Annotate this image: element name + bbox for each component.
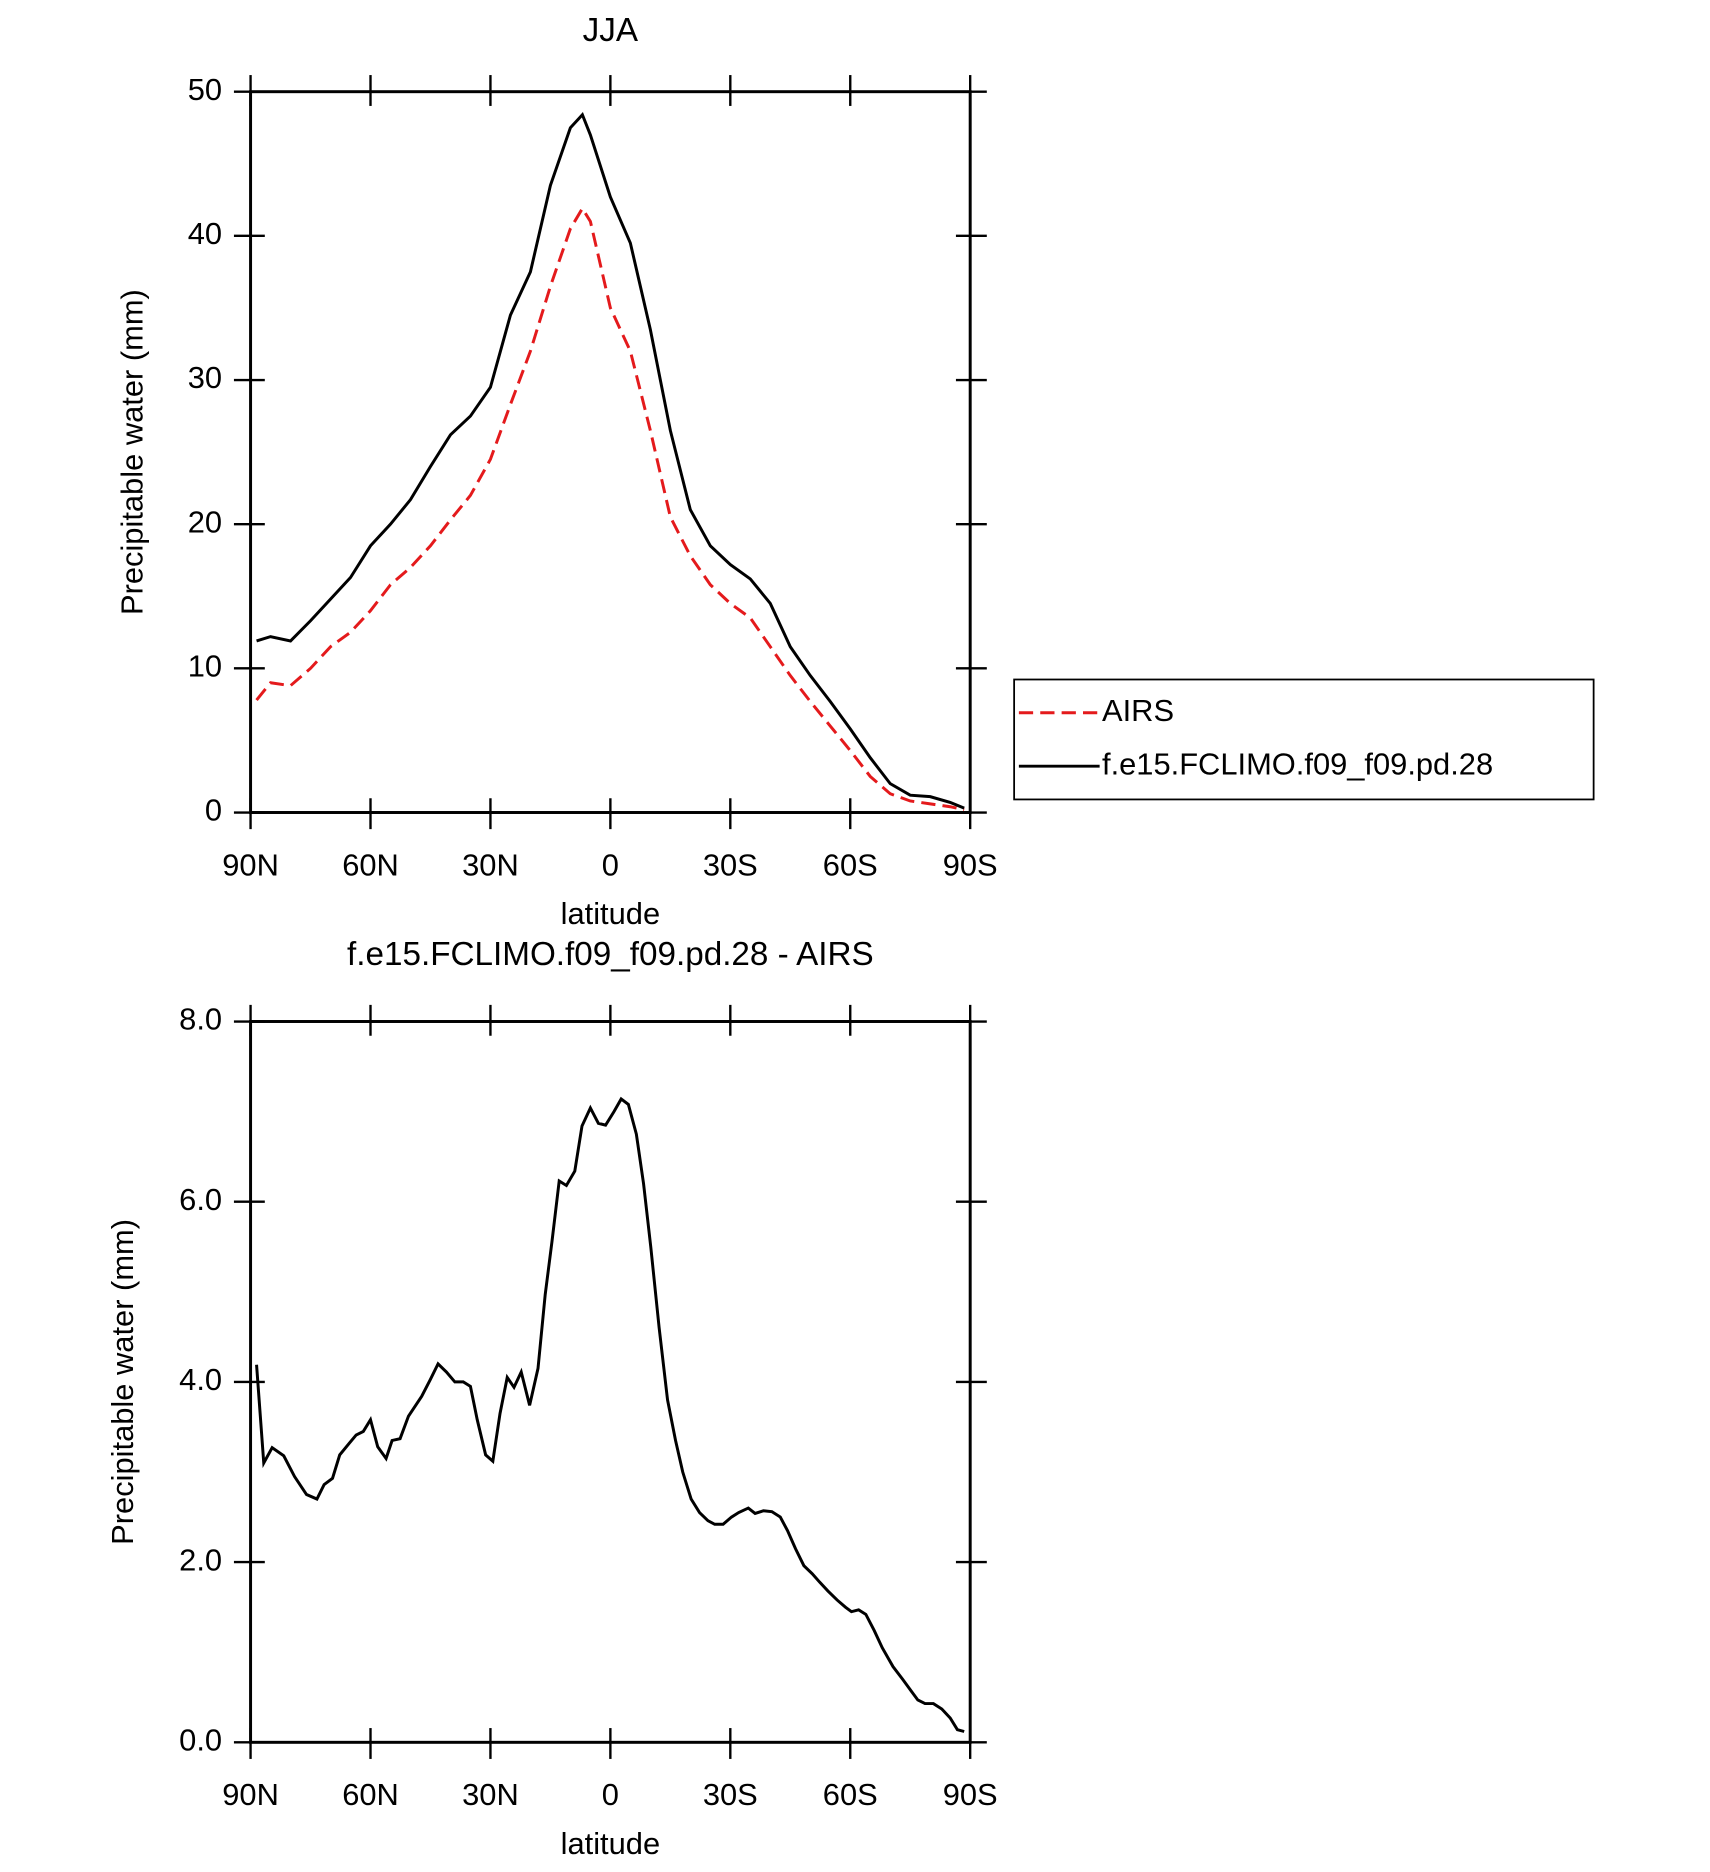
- y-tick-label: 40: [188, 216, 222, 251]
- x-tick-label: 60N: [342, 1777, 399, 1812]
- x-tick-label: 30N: [462, 847, 519, 882]
- y-tick-label: 0: [205, 793, 222, 828]
- y-tick-label: 8.0: [179, 1002, 222, 1037]
- data-line: [255, 205, 965, 812]
- y-axis-label: Precipitable water (mm): [114, 289, 149, 615]
- x-tick-label: 90N: [222, 847, 279, 882]
- x-tick-label: 30S: [703, 847, 758, 882]
- x-tick-label: 90N: [222, 1777, 279, 1812]
- y-tick-label: 50: [188, 72, 222, 107]
- x-tick-label: 60N: [342, 847, 399, 882]
- y-tick-label: 10: [188, 648, 222, 683]
- legend-label: f.e15.FCLIMO.f09_f09.pd.28: [1102, 746, 1493, 781]
- data-line: [255, 1096, 965, 1733]
- x-tick-label: 90S: [943, 1777, 998, 1812]
- x-tick-label: 60S: [823, 1777, 878, 1812]
- y-tick-label: 30: [188, 360, 222, 395]
- x-tick-label: 30N: [462, 1777, 519, 1812]
- plot-frame: [249, 90, 972, 814]
- y-tick-label: 4.0: [179, 1362, 222, 1397]
- chart-title: JJA: [583, 12, 639, 49]
- y-tick-label: 6.0: [179, 1182, 222, 1217]
- chart-title: f.e15.FCLIMO.f09_f09.pd.28 - AIRS: [347, 936, 874, 973]
- x-tick-label: 0: [602, 847, 619, 882]
- x-tick-label: 0: [602, 1777, 619, 1812]
- legend-label: AIRS: [1102, 693, 1174, 728]
- x-tick-label: 90S: [943, 847, 998, 882]
- y-tick-label: 0.0: [179, 1722, 222, 1757]
- x-axis-label: latitude: [561, 1826, 661, 1861]
- y-axis-label: Precipitable water (mm): [105, 1219, 140, 1545]
- data-line: [256, 112, 965, 810]
- y-tick-label: 2.0: [179, 1542, 222, 1577]
- legend-box: [1013, 678, 1595, 801]
- x-tick-label: 60S: [823, 847, 878, 882]
- x-axis-label: latitude: [561, 896, 661, 931]
- plot-frame: [249, 1020, 972, 1744]
- y-tick-label: 20: [188, 504, 222, 539]
- x-tick-label: 30S: [703, 1777, 758, 1812]
